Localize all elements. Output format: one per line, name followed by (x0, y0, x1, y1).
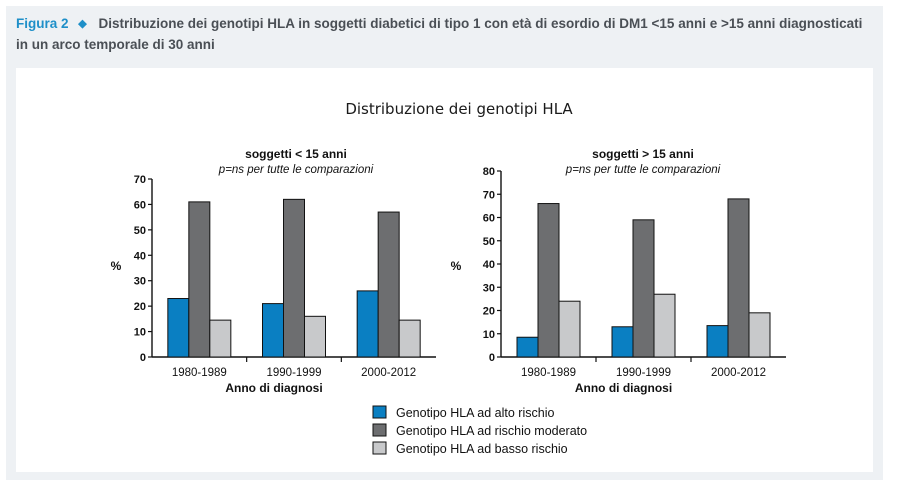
chart-2-y-tick-label: 10 (483, 329, 495, 341)
legend-swatch (372, 405, 387, 419)
chart-2-y-tick-label: 80 (483, 166, 495, 178)
chart-2-bar (632, 219, 655, 358)
chart-1-bar (377, 211, 400, 358)
chart-1-bar (283, 198, 305, 358)
chart-1-bar (209, 319, 232, 358)
chart-1-y-tick-label: 20 (134, 301, 146, 313)
chart-2-y-tick-label: 40 (483, 259, 495, 271)
chart-1-category-label: 1980-1989 (172, 367, 227, 379)
chart-panel: Distribuzione dei genotipi HLA soggetti … (16, 68, 873, 472)
chart-2-bar (748, 312, 771, 358)
chart-2-bar (558, 300, 581, 358)
legend-label: Genotipo HLA ad rischio moderato (396, 424, 587, 438)
chart-2-y-tick-label: 50 (483, 236, 495, 248)
chart-2-subtitle: soggetti > 15 anni (592, 147, 694, 161)
chart-2-bar (653, 293, 676, 358)
chart-2-category-label: 2000-2012 (711, 367, 766, 379)
chart-1-y-tick-label: 10 (134, 327, 146, 339)
chart-2-bar (516, 336, 539, 358)
chart-1-y-label: % (111, 259, 122, 273)
chart-2-bar (727, 198, 750, 358)
chart-2-y-tick-label: 20 (483, 306, 495, 318)
chart-1-category-label: 1990-1999 (267, 367, 322, 379)
chart-1-y-tick-label: 0 (140, 352, 146, 364)
chart-2-note: p=ns per tutte le comparazioni (565, 164, 721, 176)
chart-svg: Distribuzione dei genotipi HLA soggetti … (111, 100, 786, 456)
chart-1-bar (167, 298, 190, 358)
chart-2-y-tick-label: 70 (483, 189, 495, 201)
chart-1-category-label: 2000-2012 (361, 367, 416, 379)
legend-swatch (372, 423, 387, 437)
chart-2-y-tick-label: 0 (489, 352, 495, 364)
chart-2-category-label: 1980-1989 (521, 367, 576, 379)
chart-1-subtitle: soggetti < 15 anni (245, 147, 347, 161)
legend-label: Genotipo HLA ad basso rischio (396, 442, 568, 456)
figure-frame: Figura 2 ◆ Distribuzione dei genotipi HL… (6, 6, 883, 480)
chart-1-y-tick-label: 70 (134, 174, 146, 186)
figure-header: Figura 2 ◆ Distribuzione dei genotipi HL… (16, 14, 871, 55)
figure-label: Figura 2 (16, 16, 69, 31)
chart-2-y-tick-label: 30 (483, 282, 495, 294)
chart-1-bar (262, 303, 284, 358)
chart-1-bar (188, 201, 211, 358)
chart-1-y-tick-label: 40 (134, 250, 146, 262)
figure-caption: Distribuzione dei genotipi HLA in sogget… (16, 16, 863, 52)
chart-1-x-label: Anno di diagnosi (225, 381, 322, 395)
chart-1-bar (356, 290, 379, 358)
chart-2-y-tick-label: 60 (483, 213, 495, 225)
chart-1-y-tick-label: 30 (134, 276, 146, 288)
legend-label: Genotipo HLA ad alto rischio (396, 406, 554, 420)
chart-1-note: p=ns per tutte le comparazioni (218, 164, 374, 176)
chart-2-bar (537, 203, 560, 358)
chart-2-x-label: Anno di diagnosi (575, 381, 672, 395)
chart-1-bar (398, 319, 421, 358)
chart-2-bar (706, 325, 729, 358)
chart-2-category-label: 1990-1999 (616, 367, 671, 379)
chart-1-y-tick-label: 50 (134, 225, 146, 237)
chart-2-bar (611, 326, 634, 358)
legend-swatch (372, 441, 387, 455)
chart-1-y-tick-label: 60 (134, 199, 146, 211)
diamond-icon: ◆ (78, 18, 87, 30)
chart-title: Distribuzione dei genotipi HLA (345, 100, 573, 118)
chart-1-bar (304, 315, 326, 358)
chart-2-y-label: % (451, 259, 462, 273)
